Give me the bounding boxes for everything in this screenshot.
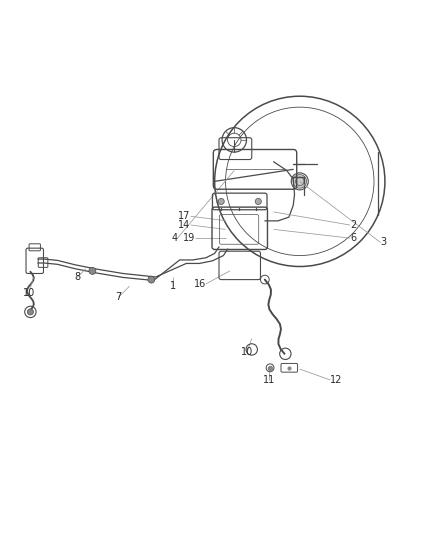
Circle shape [255, 198, 261, 205]
Text: 2: 2 [350, 220, 356, 230]
Text: 4: 4 [171, 233, 177, 243]
Text: 10: 10 [23, 288, 35, 298]
Circle shape [293, 174, 307, 188]
Text: 1: 1 [170, 281, 176, 291]
Text: 12: 12 [330, 375, 343, 385]
Text: 7: 7 [116, 292, 122, 302]
Text: 11: 11 [263, 375, 276, 385]
Text: 14: 14 [178, 220, 191, 230]
Text: 16: 16 [194, 279, 206, 289]
Text: 10: 10 [241, 346, 254, 357]
Text: 8: 8 [74, 272, 80, 282]
Circle shape [89, 268, 96, 274]
Circle shape [27, 309, 33, 315]
Text: 19: 19 [183, 233, 195, 243]
Text: 3: 3 [381, 238, 387, 247]
Text: 6: 6 [350, 233, 356, 243]
Circle shape [218, 198, 224, 205]
Circle shape [296, 177, 304, 185]
Circle shape [148, 276, 155, 283]
Text: 17: 17 [178, 211, 191, 221]
